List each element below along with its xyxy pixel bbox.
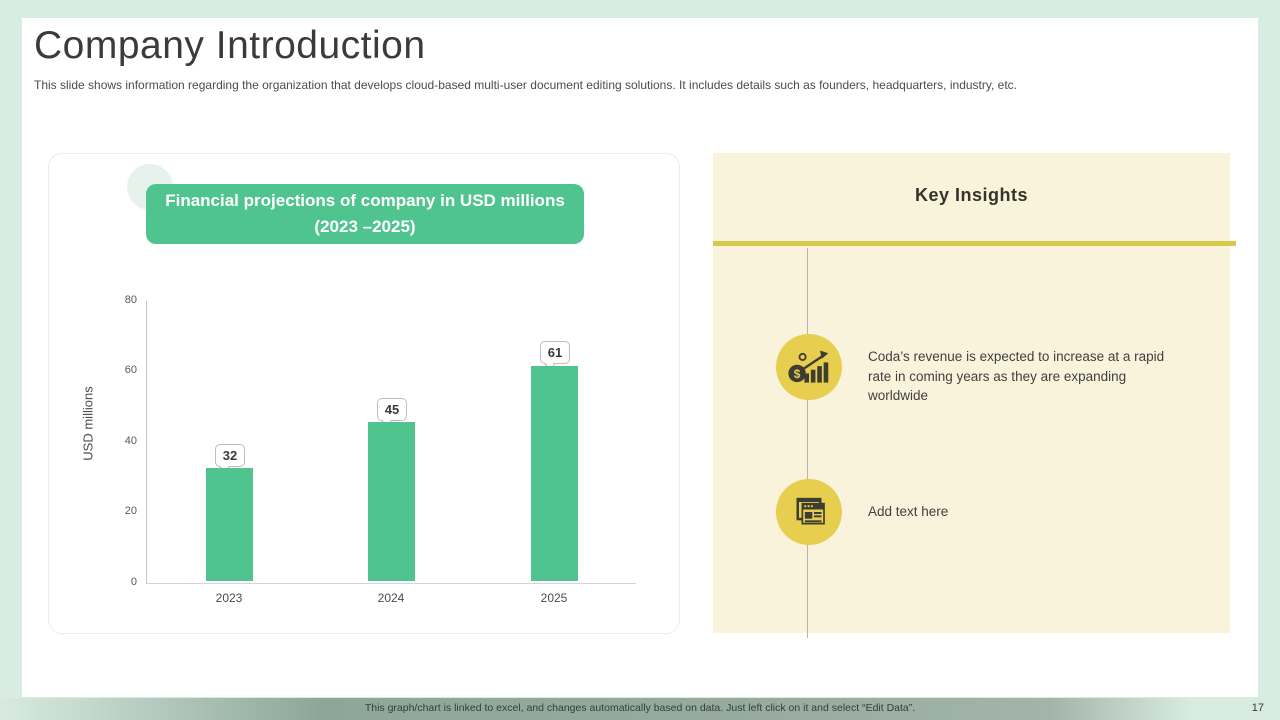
page-title: Company Introduction: [34, 24, 426, 67]
x-tick-2024: 2024: [377, 591, 405, 605]
data-label-callout-2025: 61: [540, 341, 570, 375]
y-tick: 40: [124, 435, 137, 447]
data-label-callout-2023: 32: [215, 444, 245, 478]
x-axis-line: [146, 583, 636, 584]
x-tick-2023: 2023: [215, 591, 243, 605]
svg-text:$: $: [794, 367, 801, 381]
insight-text-2[interactable]: Add text here: [868, 504, 949, 519]
vertical-divider-line: [807, 248, 808, 638]
bar-rect: [368, 422, 415, 581]
y-tick: 60: [124, 364, 137, 376]
y-tick: 0: [130, 576, 137, 588]
key-insights-heading: Key Insights: [914, 185, 1029, 205]
y-axis-line: [146, 301, 147, 583]
bar-rect: [531, 365, 578, 581]
key-insights-panel: Key Insights $: [713, 153, 1236, 638]
revenue-growth-icon: $: [776, 334, 842, 400]
insight-text-1: Coda’s revenue is expected to increase a…: [868, 349, 1165, 404]
page-number: 17: [1251, 702, 1264, 714]
footer-band: [0, 698, 1280, 720]
x-tick-2025: 2025: [540, 591, 568, 605]
y-tick: 20: [124, 505, 137, 517]
bar-rect: [206, 468, 253, 581]
slide-content-area: Company Introduction This slide shows in…: [22, 18, 1258, 697]
y-tick: 80: [124, 294, 137, 306]
page-subtitle: This slide shows information regarding t…: [34, 78, 1017, 92]
chart-title-banner: Financial projections of company in USD …: [146, 184, 584, 244]
financial-projections-chart[interactable]: Financial projections of company in USD …: [48, 153, 680, 634]
bar-chart-plot: USD millions 80 60 40 20 0 32 45 61 2023…: [49, 154, 679, 633]
documents-icon: [776, 479, 842, 545]
chart-title: Financial projections of company in USD …: [165, 190, 565, 236]
y-axis-title: USD millions: [80, 386, 96, 461]
data-label-callout-2024: 45: [377, 398, 407, 432]
yellow-divider-line: [713, 241, 1236, 246]
footer-note: This graph/chart is linked to excel, and…: [364, 702, 916, 714]
